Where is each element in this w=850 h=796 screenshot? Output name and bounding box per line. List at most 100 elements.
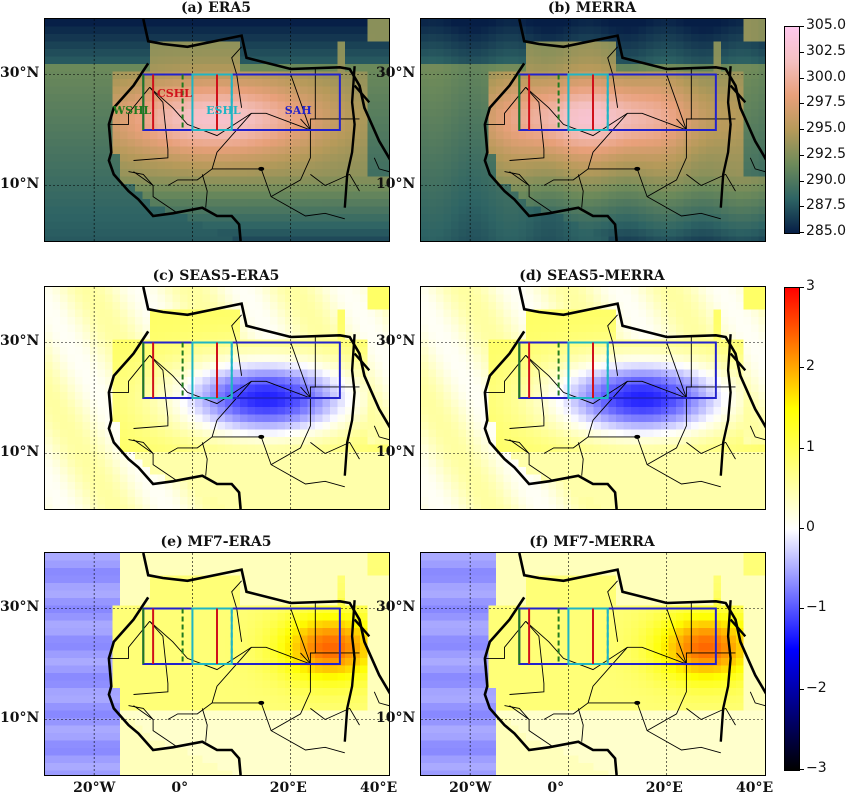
field-cell bbox=[721, 207, 729, 215]
field-cell bbox=[421, 124, 429, 132]
field-cell bbox=[158, 169, 166, 177]
field-cell bbox=[45, 317, 53, 325]
field-cell bbox=[285, 467, 293, 475]
field-cell bbox=[255, 34, 263, 42]
field-cell bbox=[451, 49, 459, 57]
field-cell bbox=[285, 445, 293, 453]
field-cell bbox=[436, 102, 444, 110]
field-cell bbox=[338, 287, 346, 295]
field-cell bbox=[661, 132, 669, 140]
field-cell bbox=[459, 287, 467, 295]
field-cell bbox=[98, 64, 106, 72]
field-cell bbox=[360, 79, 368, 87]
field-cell bbox=[383, 57, 390, 65]
field-cell bbox=[541, 222, 549, 230]
field-cell bbox=[474, 332, 482, 340]
field-cell bbox=[616, 169, 624, 177]
field-cell bbox=[474, 385, 482, 393]
field-cell bbox=[188, 177, 196, 185]
field-cell bbox=[353, 27, 361, 35]
field-cell bbox=[60, 475, 68, 483]
field-cell bbox=[248, 415, 256, 423]
field-cell bbox=[534, 147, 542, 155]
field-cell bbox=[676, 302, 684, 310]
field-cell bbox=[736, 49, 744, 57]
field-cell bbox=[353, 430, 361, 438]
field-cell bbox=[534, 102, 542, 110]
field-cell bbox=[120, 147, 128, 155]
field-cell bbox=[736, 199, 744, 207]
field-cell bbox=[360, 229, 368, 237]
field-cell bbox=[691, 214, 699, 222]
field-cell bbox=[308, 407, 316, 415]
field-cell bbox=[188, 49, 196, 57]
field-cell bbox=[285, 57, 293, 65]
field-cell bbox=[75, 505, 83, 510]
field-cell bbox=[53, 505, 61, 510]
field-cell bbox=[300, 302, 308, 310]
field-cell bbox=[75, 124, 83, 132]
field-cell bbox=[143, 437, 151, 445]
field-cell bbox=[75, 229, 83, 237]
field-cell bbox=[225, 19, 233, 27]
field-cell bbox=[45, 237, 53, 242]
field-cell bbox=[315, 162, 323, 170]
field-cell bbox=[218, 385, 226, 393]
field-cell bbox=[594, 222, 602, 230]
field-cell bbox=[195, 169, 203, 177]
field-cell bbox=[736, 347, 744, 355]
field-cell bbox=[496, 64, 504, 72]
field-cell bbox=[293, 154, 301, 162]
field-cell bbox=[564, 302, 572, 310]
field-cell bbox=[285, 400, 293, 408]
field-cell bbox=[165, 102, 173, 110]
field-cell bbox=[113, 482, 121, 490]
field-cell bbox=[436, 109, 444, 117]
field-cell bbox=[489, 340, 497, 348]
field-cell bbox=[83, 57, 91, 65]
field-cell bbox=[594, 42, 602, 50]
field-cell bbox=[571, 169, 579, 177]
field-cell bbox=[300, 467, 308, 475]
field-cell bbox=[751, 222, 759, 230]
field-cell bbox=[323, 214, 331, 222]
field-cell bbox=[564, 222, 572, 230]
field-cell bbox=[586, 325, 594, 333]
field-cell bbox=[714, 94, 722, 102]
field-cell bbox=[609, 377, 617, 385]
field-cell bbox=[240, 430, 248, 438]
field-cell bbox=[714, 19, 722, 27]
field-cell bbox=[601, 332, 609, 340]
field-cell bbox=[165, 332, 173, 340]
field-cell bbox=[330, 287, 338, 295]
field-cell bbox=[128, 482, 136, 490]
field-cell bbox=[315, 57, 323, 65]
field-cell bbox=[474, 377, 482, 385]
field-cell bbox=[579, 19, 587, 27]
field-cell bbox=[714, 295, 722, 303]
field-cell bbox=[751, 310, 759, 318]
field-cell bbox=[579, 325, 587, 333]
field-cell bbox=[218, 192, 226, 200]
field-cell bbox=[534, 302, 542, 310]
field-cell bbox=[429, 132, 437, 140]
field-cell bbox=[353, 19, 361, 27]
field-cell bbox=[278, 362, 286, 370]
field-cell bbox=[113, 332, 121, 340]
field-cell bbox=[345, 295, 353, 303]
field-cell bbox=[240, 400, 248, 408]
field-cell bbox=[571, 385, 579, 393]
field-cell bbox=[459, 132, 467, 140]
field-cell bbox=[285, 325, 293, 333]
field-cell bbox=[751, 94, 759, 102]
field-cell bbox=[609, 192, 617, 200]
field-cell bbox=[75, 362, 83, 370]
field-cell bbox=[436, 392, 444, 400]
field-cell bbox=[135, 287, 143, 295]
field-cell bbox=[248, 162, 256, 170]
field-cell bbox=[729, 310, 737, 318]
field-cell bbox=[684, 79, 692, 87]
field-cell bbox=[691, 229, 699, 237]
field-cell bbox=[669, 287, 677, 295]
field-cell bbox=[496, 370, 504, 378]
